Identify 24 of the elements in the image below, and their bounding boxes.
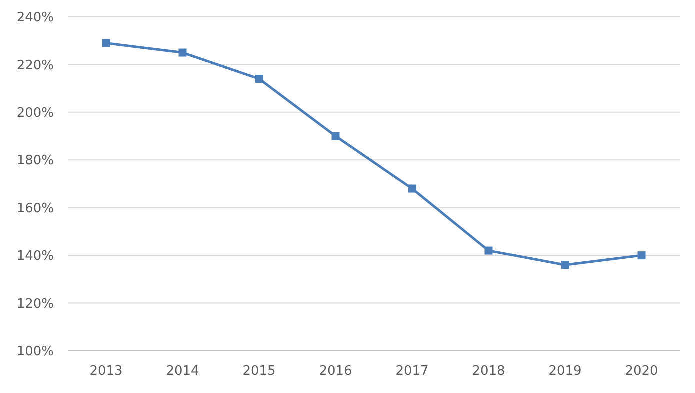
x-tick-label: 2016	[319, 364, 352, 379]
x-tick-label: 2017	[396, 364, 429, 379]
x-tick-label: 2018	[472, 364, 506, 379]
point	[102, 39, 110, 48]
point	[408, 184, 416, 193]
y-tick-label: 140%	[16, 249, 54, 264]
y-tick-label: 200%	[16, 106, 54, 121]
x-tick-label: 2015	[242, 364, 276, 379]
y-tick-label: 240%	[16, 10, 54, 26]
point	[332, 132, 340, 140]
y-tick-label: 160%	[16, 201, 54, 216]
point	[178, 48, 187, 57]
y-tick-label: 100%	[16, 344, 54, 360]
y-tick-label: 120%	[16, 296, 54, 312]
x-tick-label: 2020	[625, 364, 658, 379]
point	[561, 261, 570, 270]
y-tick-label: 180%	[16, 154, 54, 169]
x-tick-label: 2013	[90, 364, 123, 379]
point	[484, 246, 493, 255]
x-tick-label: 2019	[548, 364, 582, 379]
point	[255, 75, 264, 84]
x-tick-label: 2014	[166, 364, 200, 379]
point	[638, 252, 646, 260]
y-tick-label: 220%	[16, 58, 54, 74]
